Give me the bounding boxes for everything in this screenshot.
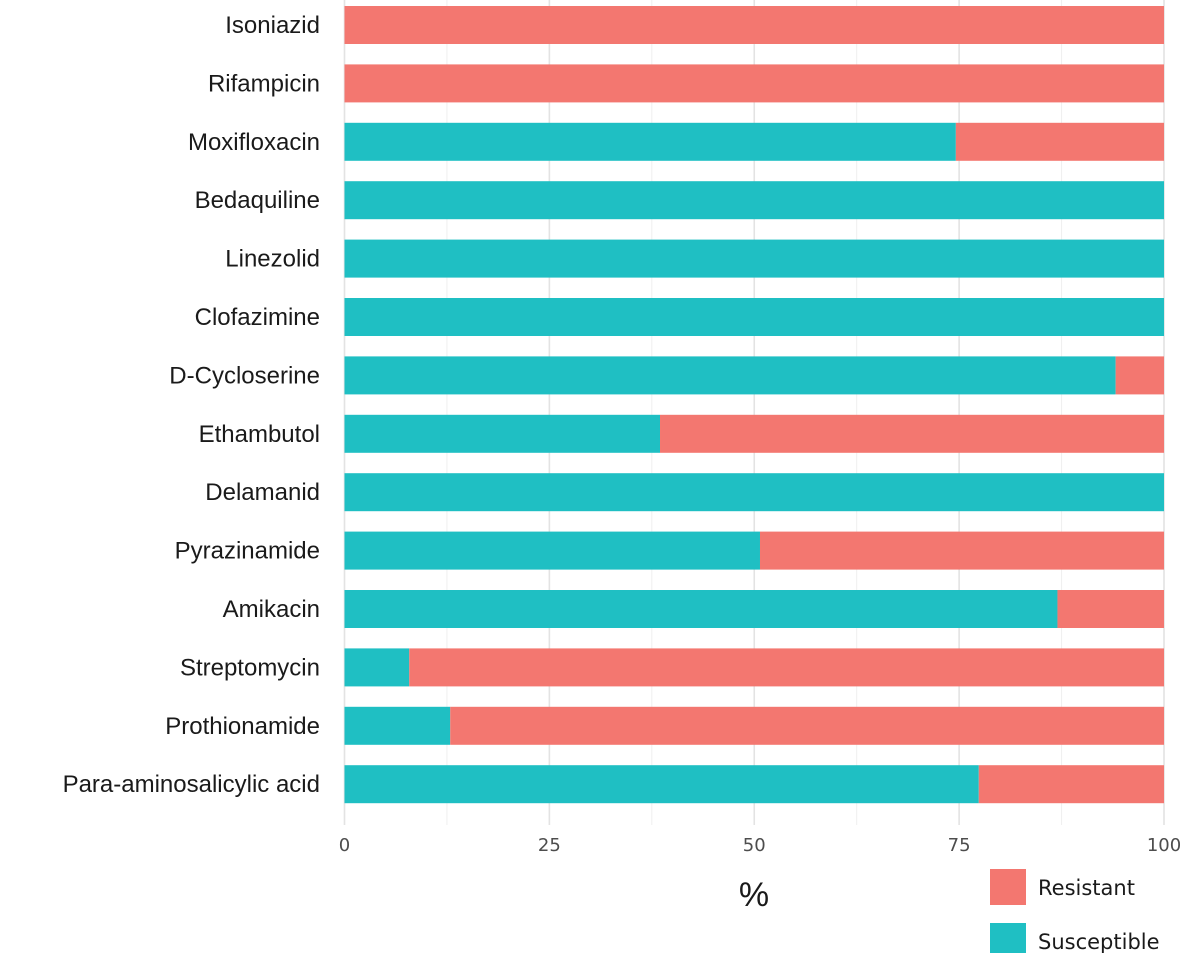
x-tick-label: 100 [1147, 835, 1181, 856]
bar-susceptible [344, 590, 1058, 628]
category-label: Bedaquiline [195, 187, 320, 214]
bar-resistant [450, 706, 1164, 745]
category-label: Rifampicin [208, 70, 320, 97]
bar-susceptible [344, 122, 956, 161]
bar-susceptible [344, 706, 451, 745]
category-label: Delamanid [205, 479, 320, 506]
bar-susceptible [344, 473, 1164, 512]
bar-susceptible [344, 414, 661, 453]
category-label: Linezolid [225, 246, 320, 273]
bar-susceptible [344, 765, 979, 804]
x-axis-title: % [739, 876, 769, 914]
bar-resistant [759, 531, 1164, 570]
legend-swatch-resistant [990, 869, 1026, 905]
category-label: Ethambutol [199, 421, 320, 448]
bar-resistant [978, 765, 1164, 804]
category-label: Pyrazinamide [175, 538, 320, 565]
legend-swatch-susceptible [990, 923, 1026, 953]
category-label: Amikacin [223, 596, 320, 623]
bar-resistant [660, 414, 1164, 453]
category-label: Isoniazid [225, 12, 320, 39]
bar-resistant [409, 648, 1165, 687]
category-labels: Isoniazid Rifampicin Moxifloxacin Bedaquili… [63, 12, 320, 798]
bar-resistant [1115, 356, 1164, 395]
bar-resistant [1057, 590, 1164, 628]
category-label: Moxifloxacin [188, 129, 320, 156]
bar-susceptible [344, 356, 1116, 395]
legend-label-susceptible: Susceptible [1038, 930, 1160, 953]
x-tick-label: 50 [743, 835, 766, 856]
bar-susceptible [344, 239, 1164, 278]
bars [344, 6, 1165, 804]
bar-resistant [344, 6, 1164, 44]
x-tick-label: 25 [538, 835, 561, 856]
category-label: Para-aminosalicylic acid [63, 771, 320, 798]
x-tick-label: 0 [339, 835, 350, 856]
bar-resistant [344, 64, 1164, 103]
bar-susceptible [344, 181, 1164, 220]
category-label: D-Cycloserine [169, 362, 320, 389]
bar-resistant [955, 122, 1164, 161]
category-label: Streptomycin [180, 654, 320, 681]
bar-susceptible [344, 298, 1164, 336]
x-tick-label: 75 [948, 835, 971, 856]
legend-label-resistant: Resistant [1038, 876, 1135, 900]
bar-susceptible [344, 648, 410, 687]
x-tick-labels: 0 25 50 75 100 [339, 835, 1181, 856]
legend: Resistant Susceptible [990, 869, 1160, 953]
category-label: Clofazimine [195, 304, 320, 331]
bar-susceptible [344, 531, 760, 570]
category-label: Prothionamide [165, 713, 320, 740]
